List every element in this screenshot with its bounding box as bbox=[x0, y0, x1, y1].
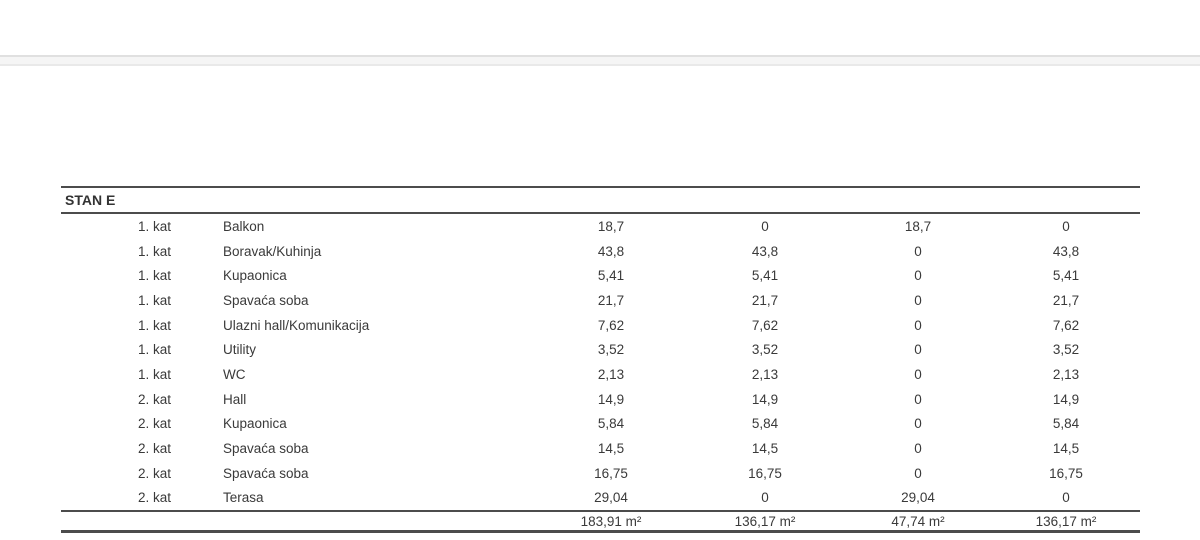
table-row: 1. kat Kupaonica 5,41 5,41 0 5,41 bbox=[61, 263, 1140, 288]
floor-cell: 1. kat bbox=[137, 317, 171, 333]
table-row: 1. kat Utility 3,52 3,52 0 3,52 bbox=[61, 337, 1140, 362]
floor-cell: 2. kat bbox=[137, 465, 171, 481]
table-row: 2. kat Hall 14,9 14,9 0 14,9 bbox=[61, 387, 1140, 412]
area-value-cell-1: 18,7 bbox=[597, 218, 625, 234]
section-header-stan-e: STAN E bbox=[61, 186, 1140, 214]
area-value-cell-4: 0 bbox=[1062, 218, 1070, 234]
floor-cell: 1. kat bbox=[137, 218, 171, 234]
floor-cell: 1. kat bbox=[137, 366, 171, 382]
table-body: 1. kat Balkon 18,7 0 18,7 0 1. kat Borav… bbox=[61, 214, 1140, 510]
area-value-cell-4: 5,41 bbox=[1052, 268, 1080, 284]
room-name-cell: Hall bbox=[223, 391, 247, 407]
table-row: 1. kat WC 2,13 2,13 0 2,13 bbox=[61, 362, 1140, 387]
floor-cell: 1. kat bbox=[137, 292, 171, 308]
floor-cell: 1. kat bbox=[137, 243, 171, 259]
area-value-cell-3: 18,7 bbox=[904, 218, 932, 234]
area-value-cell-1: 16,75 bbox=[594, 465, 628, 481]
apartment-area-table: STAN E 1. kat Balkon 18,7 0 18,7 0 1. ka… bbox=[61, 186, 1140, 534]
room-name-cell: Kupaonica bbox=[223, 416, 287, 432]
area-value-cell-4: 0 bbox=[1062, 490, 1070, 506]
area-value-cell-4: 5,84 bbox=[1052, 416, 1080, 432]
table-row: 1. kat Boravak/Kuhinja 43,8 43,8 0 43,8 bbox=[61, 239, 1140, 264]
area-value-cell-3: 0 bbox=[914, 465, 922, 481]
area-value-cell-4: 14,9 bbox=[1052, 391, 1080, 407]
area-value-cell-1: 14,5 bbox=[597, 441, 625, 457]
area-value-cell-3: 0 bbox=[914, 416, 922, 432]
table-row: 1. kat Ulazni hall/Komunikacija 7,62 7,6… bbox=[61, 313, 1140, 338]
area-value-cell-1: 5,84 bbox=[597, 416, 625, 432]
room-name-cell: Ulazni hall/Komunikacija bbox=[223, 317, 370, 333]
area-value-cell-2: 2,13 bbox=[751, 366, 779, 382]
table-row: 2. kat Spavaća soba 16,75 16,75 0 16,75 bbox=[61, 461, 1140, 486]
room-name-cell: Boravak/Kuhinja bbox=[223, 243, 322, 259]
room-name-cell: Spavaća soba bbox=[223, 292, 309, 308]
area-value-cell-2: 7,62 bbox=[751, 317, 779, 333]
room-name-cell: Spavaća soba bbox=[223, 465, 309, 481]
area-value-cell-2: 3,52 bbox=[751, 342, 779, 358]
total-closed-area-cell: 136,17 m² bbox=[734, 513, 796, 529]
table-row: 2. kat Spavaća soba 14,5 14,5 0 14,5 bbox=[61, 436, 1140, 461]
total-area-cell: 183,91 m² bbox=[580, 513, 642, 529]
area-value-cell-4: 7,62 bbox=[1052, 317, 1080, 333]
room-name-cell: Kupaonica bbox=[223, 268, 287, 284]
area-value-cell-4: 21,7 bbox=[1052, 292, 1080, 308]
area-value-cell-1: 5,41 bbox=[597, 268, 625, 284]
room-name-cell: Spavaća soba bbox=[223, 441, 309, 457]
floor-cell: 2. kat bbox=[137, 416, 171, 432]
floor-cell: 2. kat bbox=[137, 441, 171, 457]
page-edge-band bbox=[0, 55, 1200, 66]
table-row: 2. kat Terasa 29,04 0 29,04 0 bbox=[61, 486, 1140, 511]
area-value-cell-3: 0 bbox=[914, 243, 922, 259]
floor-cell: 1. kat bbox=[137, 342, 171, 358]
table-row: 2. kat Kupaonica 5,84 5,84 0 5,84 bbox=[61, 412, 1140, 437]
area-value-cell-1: 2,13 bbox=[597, 366, 625, 382]
area-value-cell-3: 0 bbox=[914, 317, 922, 333]
area-value-cell-1: 3,52 bbox=[597, 342, 625, 358]
floor-cell: 2. kat bbox=[137, 391, 171, 407]
total-net-area-cell: 136,17 m² bbox=[1035, 513, 1097, 529]
area-value-cell-3: 29,04 bbox=[901, 490, 935, 506]
area-value-cell-1: 43,8 bbox=[597, 243, 625, 259]
room-name-cell: Utility bbox=[223, 342, 256, 358]
floor-cell: 1. kat bbox=[137, 268, 171, 284]
area-value-cell-3: 0 bbox=[914, 366, 922, 382]
area-value-cell-4: 3,52 bbox=[1052, 342, 1080, 358]
totals-row: 183,91 m² 136,17 m² 47,74 m² 136,17 m² bbox=[61, 510, 1140, 534]
floor-cell: 2. kat bbox=[137, 490, 171, 506]
area-value-cell-4: 43,8 bbox=[1052, 243, 1080, 259]
room-name-cell: Terasa bbox=[223, 490, 264, 506]
area-value-cell-2: 5,84 bbox=[751, 416, 779, 432]
table-row: 1. kat Spavaća soba 21,7 21,7 0 21,7 bbox=[61, 288, 1140, 313]
area-value-cell-3: 0 bbox=[914, 342, 922, 358]
total-open-area-cell: 47,74 m² bbox=[891, 513, 945, 529]
area-value-cell-2: 21,7 bbox=[751, 292, 779, 308]
area-value-cell-1: 29,04 bbox=[594, 490, 628, 506]
area-value-cell-1: 14,9 bbox=[597, 391, 625, 407]
area-value-cell-1: 7,62 bbox=[597, 317, 625, 333]
area-value-cell-4: 14,5 bbox=[1052, 441, 1080, 457]
area-value-cell-1: 21,7 bbox=[597, 292, 625, 308]
area-value-cell-4: 16,75 bbox=[1049, 465, 1083, 481]
area-value-cell-2: 14,5 bbox=[751, 441, 779, 457]
room-name-cell: Balkon bbox=[223, 218, 265, 234]
table-row: 1. kat Balkon 18,7 0 18,7 0 bbox=[61, 214, 1140, 239]
area-value-cell-3: 0 bbox=[914, 441, 922, 457]
area-value-cell-3: 0 bbox=[914, 292, 922, 308]
area-value-cell-2: 16,75 bbox=[748, 465, 782, 481]
area-value-cell-4: 2,13 bbox=[1052, 366, 1080, 382]
area-value-cell-3: 0 bbox=[914, 391, 922, 407]
area-value-cell-2: 43,8 bbox=[751, 243, 779, 259]
area-value-cell-2: 14,9 bbox=[751, 391, 779, 407]
area-value-cell-2: 5,41 bbox=[751, 268, 779, 284]
area-value-cell-3: 0 bbox=[914, 268, 922, 284]
area-value-cell-2: 0 bbox=[761, 490, 769, 506]
room-name-cell: WC bbox=[223, 366, 246, 382]
area-value-cell-2: 0 bbox=[761, 218, 769, 234]
